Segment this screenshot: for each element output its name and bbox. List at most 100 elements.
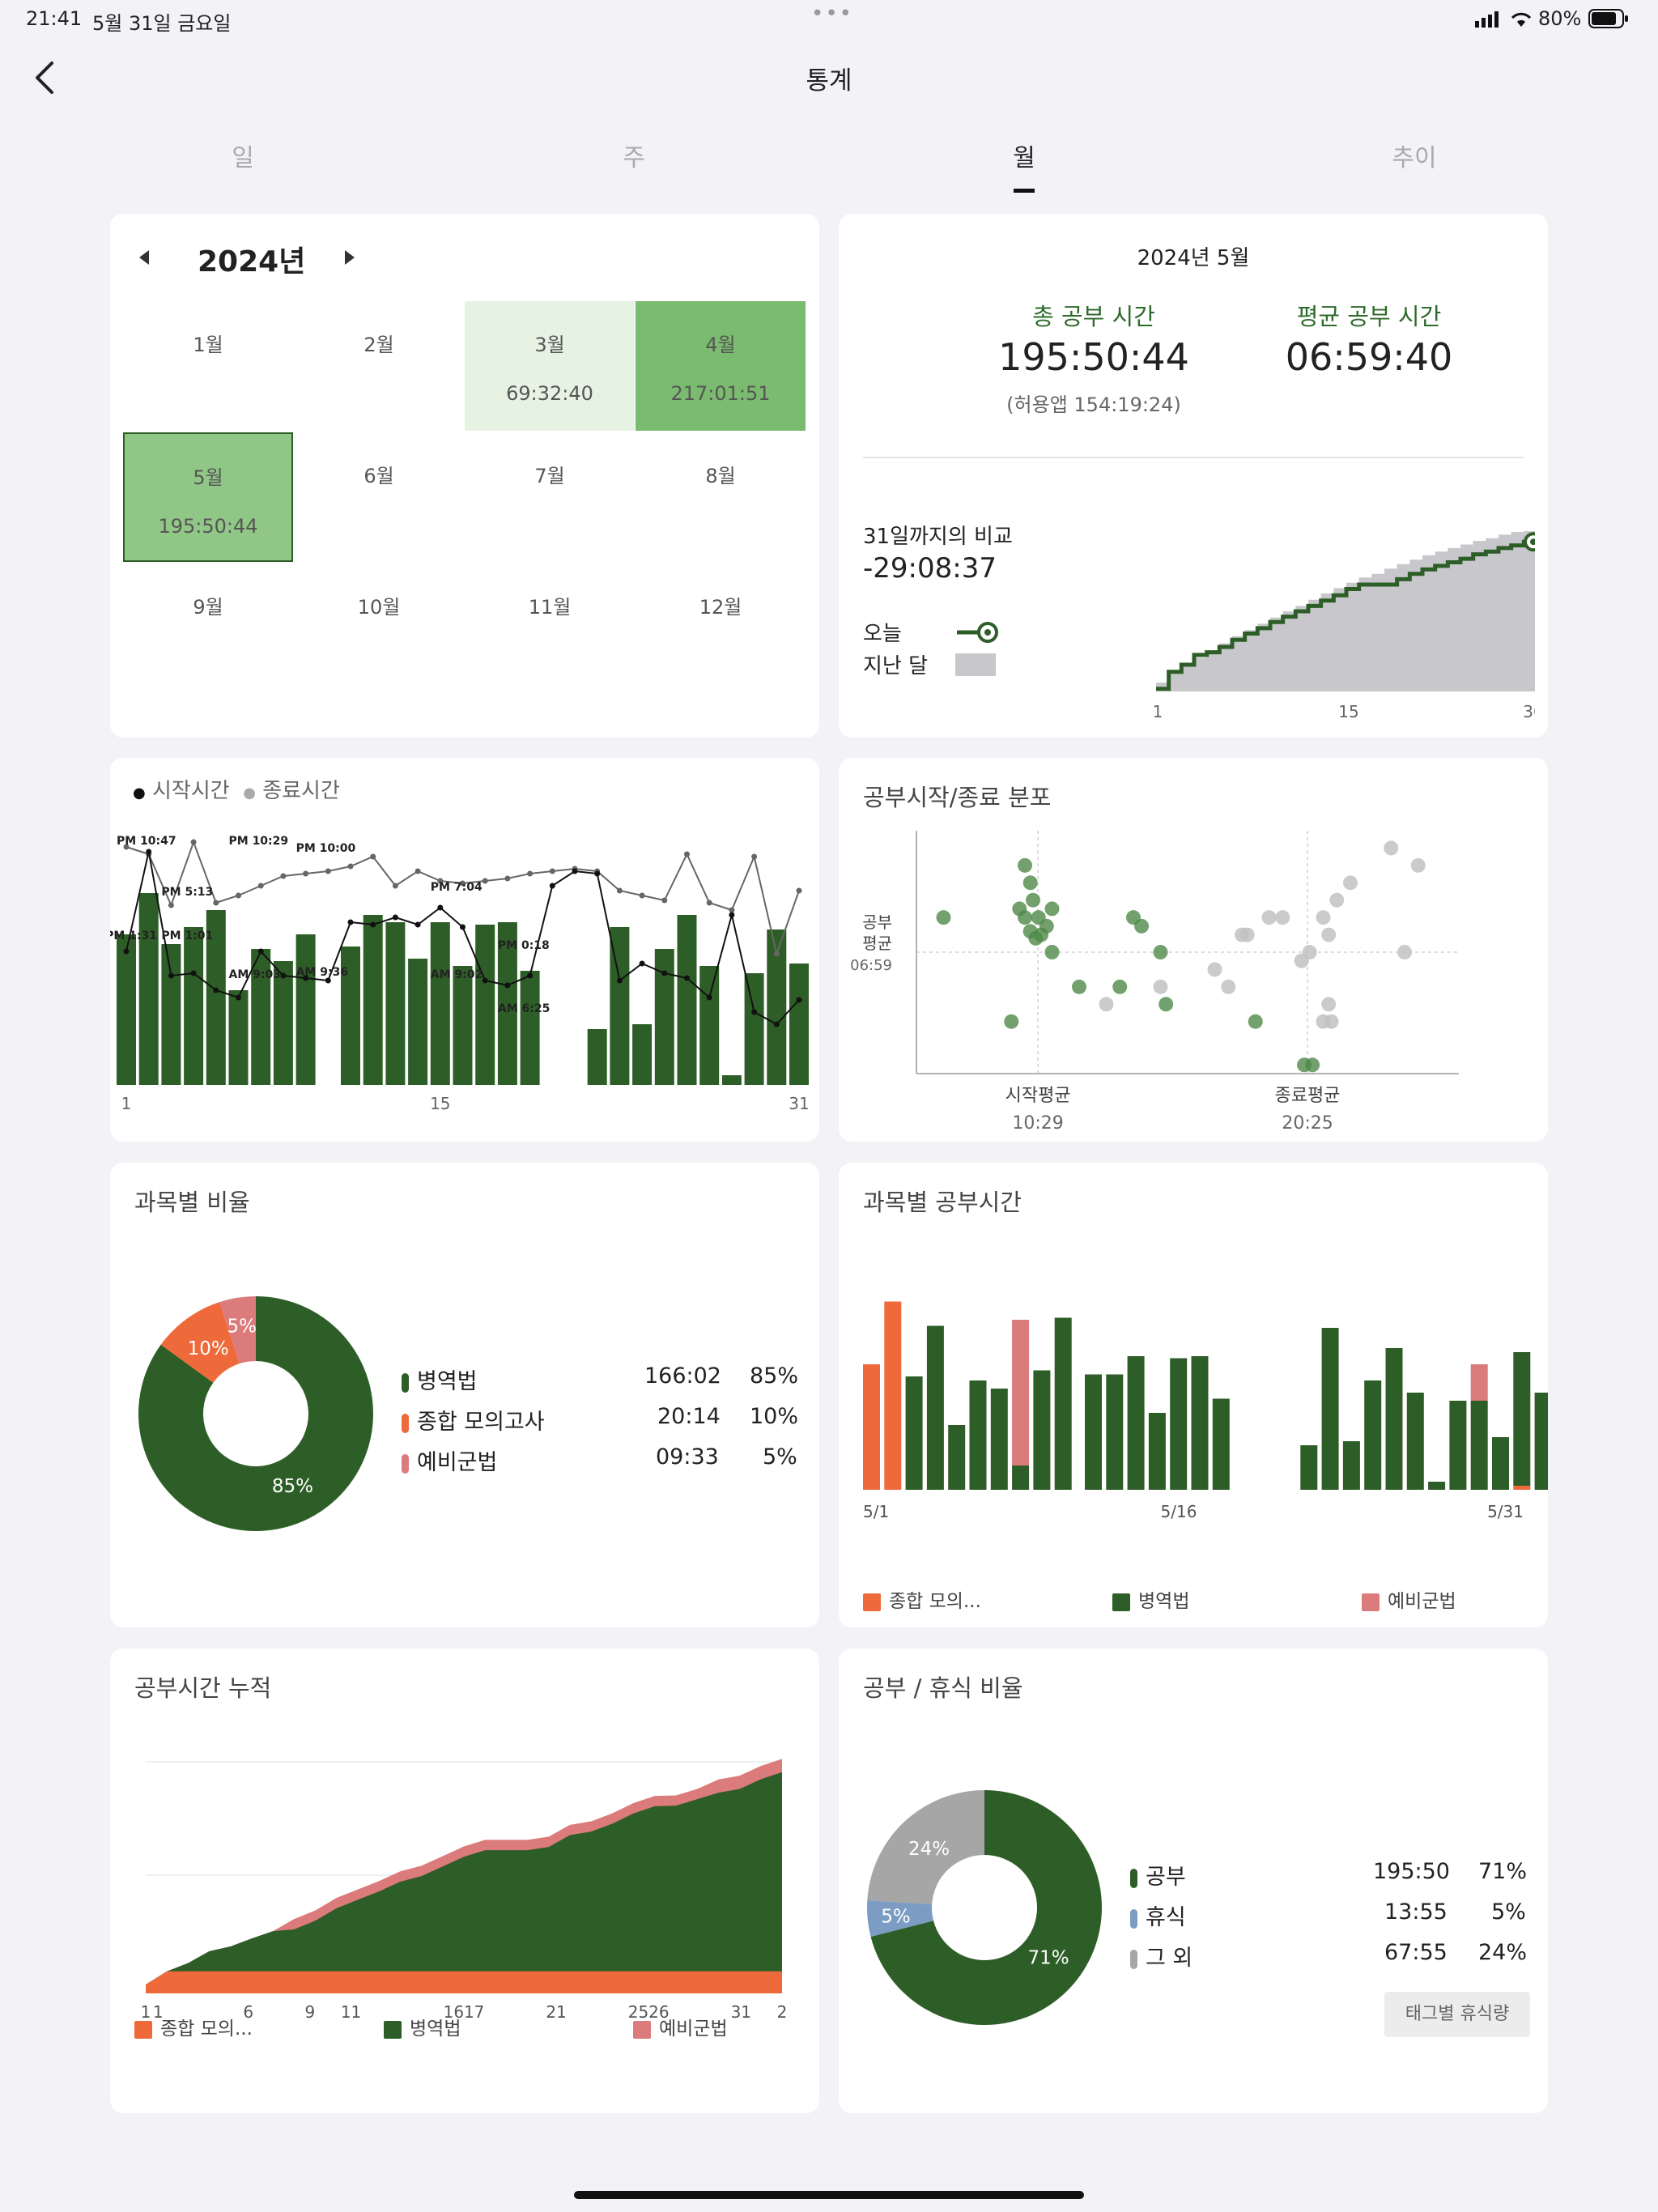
start-time-line-point: [751, 1009, 758, 1015]
subject-name-1: 종합 모의고사: [417, 1410, 545, 1435]
subject-name-2: 예비군법: [417, 1450, 498, 1475]
study-rest-swatch-1: [1130, 1908, 1137, 1929]
tab-day[interactable]: 일: [232, 144, 254, 172]
time-label: PM 10:00: [296, 842, 356, 855]
subject-bar-segment: [863, 1364, 880, 1490]
cumulative-legend-0: 종합 모의...: [134, 2013, 253, 2040]
signal-icon: [1475, 11, 1499, 28]
month-cell-mar[interactable]: 3월 69:32:40: [465, 301, 635, 431]
end-time-line-point: [257, 883, 264, 889]
start-time-line-point: [616, 977, 623, 984]
month-cell-oct[interactable]: 10월: [357, 596, 401, 619]
month-cell-feb[interactable]: 2월: [363, 334, 394, 356]
end-time-line-point: [684, 851, 690, 857]
start-point: [936, 910, 951, 925]
next-year-arrow-icon[interactable]: [343, 249, 356, 266]
daily-bar: [295, 934, 316, 1085]
tag-rest-button[interactable]: 태그별 휴식량: [1384, 1992, 1530, 2037]
cumulative-legend-1: 병역법: [384, 2013, 461, 2040]
year-label: 2024년: [198, 245, 306, 279]
x-tick: 15: [430, 1094, 450, 1113]
subject-ratio-title: 과목별 비율: [134, 1189, 250, 1216]
total-value: 195:50:44: [998, 335, 1189, 379]
subject-bar-segment: [1470, 1401, 1488, 1490]
x-tick: 1: [121, 1094, 132, 1113]
home-indicator[interactable]: [574, 2191, 1084, 2199]
donut-label: 10%: [188, 1338, 229, 1359]
summary-divider: [863, 457, 1524, 458]
multitask-dots-icon[interactable]: •••: [811, 2, 854, 26]
start-end-legend: ● 시작시간 ● 종료시간: [133, 774, 340, 804]
donut-label: 85%: [272, 1476, 313, 1497]
subject-bar-segment: [1534, 1393, 1548, 1490]
month-cell-jan[interactable]: 1월: [193, 334, 223, 356]
end-point: [1153, 979, 1168, 994]
month-cell-jun[interactable]: 6월: [363, 465, 394, 487]
legend-today-line-icon: [957, 622, 998, 643]
subject-bar-segment: [1033, 1370, 1051, 1490]
tab-trend[interactable]: 추이: [1392, 144, 1437, 172]
end-point: [1221, 979, 1236, 994]
end-point: [1384, 840, 1399, 856]
end-point: [1099, 997, 1114, 1012]
subject-bar-segment: [1428, 1482, 1446, 1490]
subject-bar-segment: [1470, 1364, 1488, 1401]
x-tick: 16: [444, 2002, 464, 2022]
end-time-line-point: [796, 887, 802, 894]
end-point: [1321, 997, 1337, 1012]
subject-swatch-0: [402, 1372, 409, 1393]
month-cell-nov[interactable]: 11월: [528, 596, 572, 619]
month-cell-aug[interactable]: 8월: [705, 465, 736, 487]
end-point: [1397, 945, 1412, 959]
y-value: 06:59: [850, 957, 892, 974]
daily-bar: [385, 922, 406, 1085]
month-cell-apr[interactable]: 4월 217:01:51: [636, 301, 806, 431]
start-time-line-point: [594, 870, 601, 877]
end-time-line-point: [325, 868, 331, 874]
start-time-line-point: [123, 948, 130, 955]
time-label: PM 1:01: [161, 929, 213, 942]
avg-label: 평균 공부 시간: [1296, 303, 1442, 330]
end-time-line-point: [414, 868, 421, 874]
x-tick: 1: [1153, 702, 1163, 721]
subject-time-2: 09:33: [656, 1444, 719, 1470]
prev-year-arrow-icon[interactable]: [138, 249, 151, 266]
daily-bar: [497, 922, 517, 1085]
subject-bar-segment: [1148, 1413, 1166, 1490]
subject-bar-segment: [1300, 1445, 1318, 1490]
subject-pct-1: 10%: [750, 1404, 799, 1429]
time-label: PM 5:13: [161, 886, 213, 899]
tab-week[interactable]: 주: [623, 144, 645, 172]
end-point: [1316, 910, 1331, 925]
end-time-line-point: [504, 875, 511, 882]
start-point: [1004, 1014, 1019, 1029]
start-point: [1305, 1057, 1320, 1073]
cum-legend-swatch-reserve: [633, 2020, 651, 2039]
tab-month[interactable]: 월: [1013, 144, 1035, 172]
end-time-line-point: [773, 951, 780, 957]
end-point: [1321, 927, 1337, 942]
start-time-line-point: [168, 972, 174, 979]
subject-time-legend-0: 종합 모의...: [863, 1585, 981, 1613]
start-point: [1028, 930, 1044, 946]
x-tick: 31: [789, 1094, 809, 1113]
month-cell-may[interactable]: 5월 195:50:44: [123, 432, 293, 562]
end-time-line-point: [729, 907, 735, 913]
study-rest-row-2: 그 외 67:55 24%: [1130, 1940, 1535, 1972]
start-time-line-point: [549, 883, 555, 889]
subject-time-legend-1: 병역법: [1112, 1585, 1189, 1613]
month-cell-jul[interactable]: 7월: [534, 465, 565, 487]
start-time-line-point: [504, 982, 511, 989]
back-chevron-icon[interactable]: [31, 60, 60, 96]
daily-bar: [408, 959, 428, 1085]
x-tick: 5/1: [863, 1502, 889, 1521]
legend-swatch-law: [1112, 1593, 1130, 1611]
study-rest-time-1: 13:55: [1384, 1899, 1448, 1925]
month-cell-sep[interactable]: 9월: [193, 596, 223, 619]
subject-bar-segment: [905, 1376, 923, 1490]
subject-bar-segment: [969, 1380, 987, 1490]
year-card: 2024년 1월 2월 3월 69:32:40 4월 217:01:51 5월 195…: [110, 214, 819, 738]
start-time-line-point: [437, 904, 444, 911]
subject-swatch-1: [402, 1413, 409, 1433]
month-cell-dec[interactable]: 12월: [699, 596, 742, 619]
